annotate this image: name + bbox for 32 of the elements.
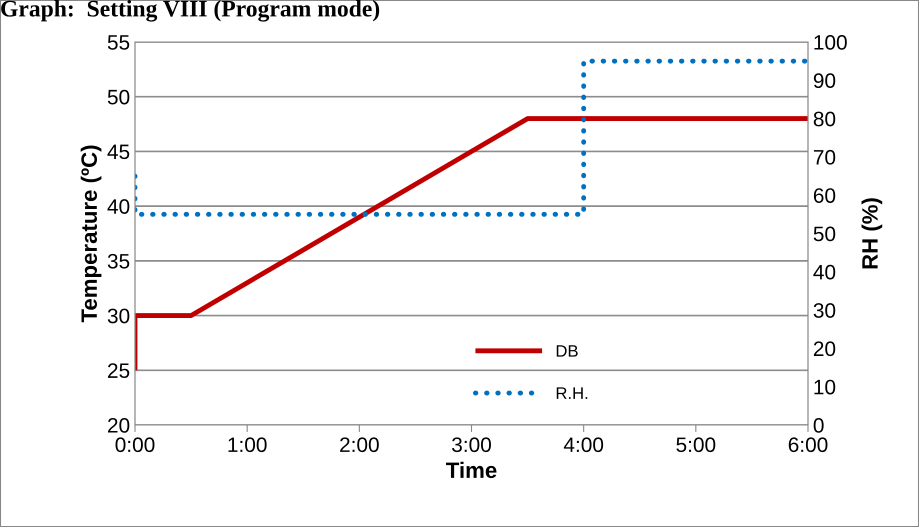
y2-tick-label: 70 xyxy=(814,150,836,165)
y-tick-label: 25 xyxy=(108,363,130,378)
y2-tick-label: 0 xyxy=(814,418,824,433)
y2-tick-label: 30 xyxy=(814,303,836,318)
y2-tick-label: 100 xyxy=(814,35,847,50)
x-tick-label: 3:00 xyxy=(452,437,491,452)
x-tick-label: 6:00 xyxy=(788,437,828,452)
y-tick-label: 40 xyxy=(107,199,130,214)
y2-tick-label: 10 xyxy=(814,380,836,394)
y2-tick-label: 20 xyxy=(814,341,836,356)
x-tick-label: 1:00 xyxy=(228,437,267,452)
y2-axis-title: RH (%) xyxy=(862,198,882,268)
y-tick-label: 50 xyxy=(108,90,130,104)
y2-tick-label: 90 xyxy=(814,73,836,88)
y2-tick-label: 40 xyxy=(813,264,836,280)
y-tick-label: 20 xyxy=(108,418,130,433)
y-tick-label: 45 xyxy=(107,144,130,160)
y2-tick-label: 60 xyxy=(814,188,836,203)
y-tick-label: 35 xyxy=(108,254,130,269)
y2-tick-label: 50 xyxy=(814,226,836,242)
y-tick-label: 55 xyxy=(108,35,130,50)
y2-tick-label: 80 xyxy=(814,112,836,126)
legend-label: DB xyxy=(556,345,578,357)
x-tick-label: 4:00 xyxy=(564,437,604,452)
y-tick-label: 30 xyxy=(108,308,130,324)
chart-title: Graph: Setting VIII (Program mode) xyxy=(1,0,380,22)
x-tick-label: 2:00 xyxy=(340,437,379,452)
x-tick-label: 0:00 xyxy=(116,437,154,452)
x-tick-label: 5:00 xyxy=(676,437,716,452)
y-axis-title: Temperature (ºC) xyxy=(80,146,102,322)
x-axis-title: Time xyxy=(446,462,496,478)
legend-label: R.H. xyxy=(556,387,588,399)
